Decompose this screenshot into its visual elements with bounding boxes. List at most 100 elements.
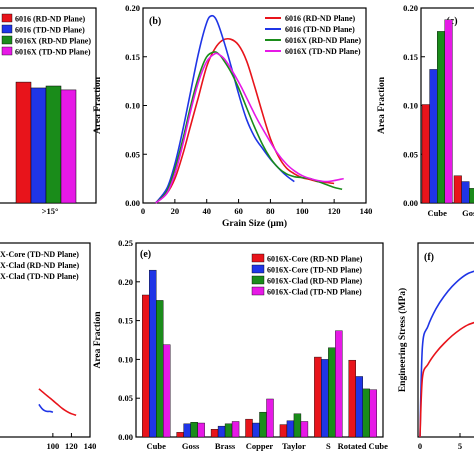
- panel-e-legend-label: 6016X-Clad (TD-ND Plane): [267, 288, 362, 297]
- panel-b-y-axis-label: Area Fraction: [93, 76, 103, 134]
- panel-f-series-line: [419, 321, 474, 438]
- panel-f-x-tick-label: 0: [418, 441, 422, 451]
- panel-b-y-tick-label: 0.15: [125, 52, 140, 62]
- panel-e-legend-label: 6016X-Clad (RD-ND Plane): [267, 277, 362, 286]
- panel-e-bar: [369, 389, 377, 438]
- panel-e-bar: [362, 388, 370, 438]
- panel-d-frame: [0, 242, 91, 438]
- panel-b-legend-label: 6016X (TD-ND Plane): [285, 47, 361, 56]
- panel-a-bar: [60, 89, 77, 204]
- panel-b-label: (b): [149, 16, 161, 27]
- panel-a-bar: [30, 87, 47, 204]
- panel-b-y-tick-label: 0.05: [125, 149, 140, 159]
- panel-e-y-tick-label: 0.00: [118, 432, 133, 442]
- panel-e-bar: [355, 376, 363, 438]
- panel-c-bar: [437, 31, 446, 204]
- panel-c-bar: [453, 175, 462, 204]
- panel-c-y-axis-label: Area Fraction: [377, 76, 387, 134]
- panel-e-category-label: Goss: [182, 441, 200, 451]
- panel-b-y-tick-label: 0.20: [125, 3, 140, 13]
- panel-c-bar: [429, 69, 438, 204]
- panel-b-x-tick-label: 20: [171, 206, 180, 216]
- panel-e-bar: [217, 425, 226, 438]
- panel-e-bar: [266, 398, 274, 438]
- panel-b-x-tick-label: 120: [328, 206, 341, 216]
- panel-a-category-label: >15°: [42, 206, 59, 216]
- panel-b-series-line: [155, 52, 344, 204]
- panel-e-bar: [286, 420, 295, 438]
- panel-c-y-tick-label: 0.15: [403, 52, 418, 62]
- panel-e-bar: [245, 418, 253, 438]
- panel-e-bar: [321, 359, 329, 438]
- panel-b-legend-label: 6016 (RD-ND Plane): [285, 14, 356, 23]
- panel-c-y-tick-label: 0.10: [403, 101, 418, 111]
- panel-e-bar: [279, 424, 288, 438]
- panel-e-legend-label: 6016X-Core (RD-ND Plane): [267, 255, 363, 264]
- panel-b-y-tick-label: 0.00: [125, 198, 140, 208]
- panel-a-legend-label: 6016 (TD-ND Plane): [15, 26, 85, 35]
- panel-f-series-line: [419, 270, 474, 438]
- panel-b-x-tick-label: 60: [234, 206, 243, 216]
- panel-d-series-line: [38, 388, 77, 417]
- panel-f-label: (f): [424, 252, 434, 263]
- panel-b-x-tick-label: 140: [360, 206, 373, 216]
- panel-e-y-tick-label: 0.25: [118, 238, 133, 248]
- panel-c-bar: [469, 188, 474, 204]
- panel-c-y-tick-label: 0.05: [403, 149, 418, 159]
- panel-e-bar: [252, 422, 260, 438]
- panel-e-bar: [300, 421, 309, 438]
- panel-e-bar: [197, 422, 205, 438]
- panel-c-y-tick-label: 0.00: [403, 198, 418, 208]
- panel-e-bar: [163, 344, 171, 438]
- panel-f-y-axis-label: Engineering Stress (MPa): [397, 288, 408, 392]
- panel-e-bar: [231, 421, 240, 438]
- panel-e-category-label: Taylor: [282, 441, 306, 451]
- panel-d-x-tick-label: 140: [84, 441, 97, 451]
- panel-c-bar: [461, 181, 470, 204]
- panel-b-x-tick-label: 80: [266, 206, 275, 216]
- panel-e-label: (e): [140, 249, 151, 260]
- panel-e-bar: [293, 413, 302, 438]
- panel-e-y-tick-label: 0.05: [118, 393, 133, 403]
- panel-e-bar: [176, 432, 184, 438]
- panel-b-x-axis-label: Grain Size (μm): [222, 218, 287, 229]
- panel-e-category-label: Brass: [215, 441, 236, 451]
- panel-a-legend-label: 6016 (RD-ND Plane): [15, 15, 86, 24]
- panel-e-y-tick-label: 0.20: [118, 277, 133, 287]
- panel-f-frame: [417, 242, 474, 438]
- panel-e-legend-swatch: [251, 275, 265, 285]
- panel-e-bar: [183, 423, 191, 438]
- panel-e-legend-swatch: [251, 264, 265, 274]
- panel-c-bar: [421, 104, 430, 204]
- panel-e-bar: [328, 347, 336, 438]
- panel-e-category-label: Cube: [147, 441, 167, 451]
- panel-e-bar: [142, 294, 150, 438]
- panel-e-bar: [348, 359, 356, 438]
- panel-b-x-tick-label: 100: [296, 206, 309, 216]
- panel-a-legend-label: 6016X (TD-ND Plane): [15, 48, 91, 57]
- panel-e-legend-swatch: [251, 253, 265, 263]
- panel-d-x-tick-label: 100: [46, 441, 59, 451]
- panel-e-legend-swatch: [251, 286, 265, 296]
- panel-e-y-axis-label: Area Fraction: [93, 311, 103, 369]
- panel-a-legend-swatch: [1, 35, 13, 45]
- panel-e-bar: [149, 269, 157, 438]
- panel-e-bar: [259, 411, 267, 438]
- panel-a-legend-swatch: [1, 24, 13, 34]
- panel-a-legend-swatch: [1, 46, 13, 56]
- panel-b-y-tick-label: 0.10: [125, 101, 140, 111]
- panel-d-legend-label: X-Clad (RD-ND Plane): [0, 261, 79, 270]
- panel-a-legend-swatch: [1, 13, 13, 23]
- panel-e-category-label: Copper: [246, 441, 274, 451]
- panel-a-bar: [45, 85, 62, 204]
- panel-b-legend-label: 6016 (TD-ND Plane): [285, 25, 355, 34]
- panel-e-bar: [314, 356, 322, 438]
- panel-e-bar: [224, 423, 233, 438]
- panel-e-y-tick-label: 0.15: [118, 316, 133, 326]
- panel-b-x-tick-label: 40: [202, 206, 211, 216]
- panel-c-category-label: Gos: [462, 208, 474, 218]
- panel-c-bar: [444, 19, 453, 204]
- panel-e-bar: [190, 422, 198, 438]
- panel-e-legend-label: 6016X-Core (TD-ND Plane): [267, 266, 362, 275]
- panel-e-bar: [156, 300, 164, 438]
